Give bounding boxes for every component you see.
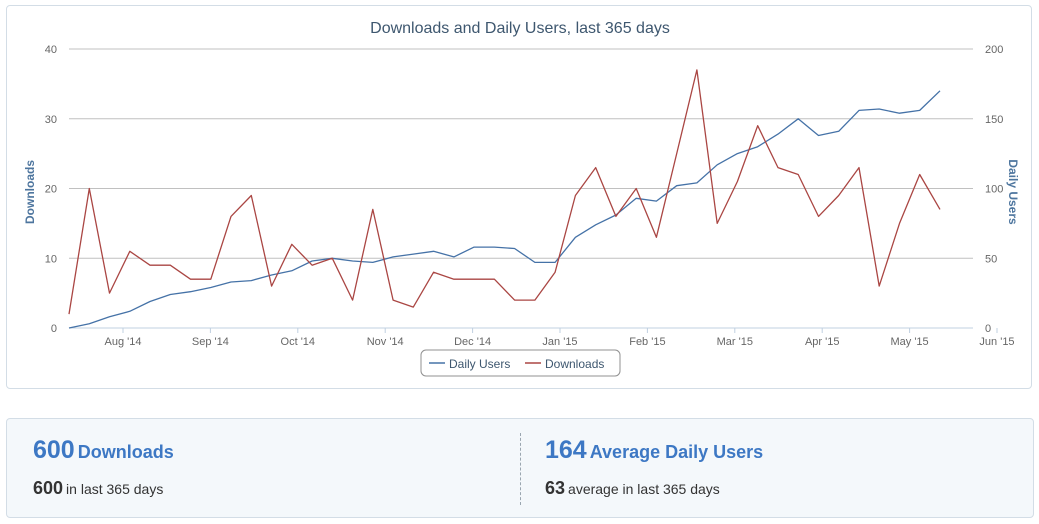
chart-title: Downloads and Daily Users, last 365 days (370, 20, 670, 37)
y-tick-label-left: 20 (45, 184, 57, 196)
daily-users-average-text: average in last 365 days (568, 481, 720, 497)
series-lines (68, 69, 941, 329)
daily-users-stat: 164 Average Daily Users 63 average in last… (545, 433, 763, 502)
y-tick-label-left: 10 (45, 253, 57, 265)
legend-item-daily-users[interactable]: Daily Users (429, 357, 510, 371)
y-tick-label-right: 0 (985, 323, 991, 335)
y-tick-label-right: 100 (985, 184, 1003, 196)
y-tick-label-right: 50 (985, 253, 997, 265)
stats-divider (520, 433, 521, 505)
daily-users-total: 164 (545, 436, 587, 464)
y-tick-labels: 0 0 10 50 20 100 30 150 40 200 (45, 44, 1004, 335)
downloads-total: 600 (33, 436, 75, 464)
y-tick-label-left: 30 (45, 114, 57, 126)
daily-users-average: 63 (545, 478, 566, 498)
y-tick-label-left: 40 (45, 44, 57, 56)
y-tick-label-left: 0 (51, 323, 57, 335)
legend-box (420, 349, 621, 377)
x-tick-labels: Aug '14 Sep '14 Oct '14 Nov '14 Dec '14 Jan '… (105, 328, 1015, 348)
chart-panel: Downloads and Daily Users, last 365 days… (6, 5, 1032, 389)
x-tick-label: Sep '14 (192, 336, 229, 348)
series-line-downloads[interactable] (68, 69, 941, 315)
stats-panel: 600 Downloads 600 in last 365 days 164 Aver… (6, 418, 1034, 518)
x-tick-label: Oct '14 (281, 336, 316, 348)
x-tick-label: Jun '15 (979, 336, 1014, 348)
legend[interactable]: Daily Users Downloads (420, 349, 621, 377)
x-tick-label: Feb '15 (629, 336, 665, 348)
x-tick-label: Mar '15 (717, 336, 753, 348)
x-tick-label: Apr '15 (805, 336, 840, 348)
downloads-label: Downloads (77, 442, 174, 462)
downloads-stat: 600 Downloads 600 in last 365 days (33, 433, 174, 502)
y-axis-right-title: Daily Users (1006, 159, 1020, 225)
y-tick-label-right: 200 (985, 44, 1003, 56)
y-axis-left-title: Downloads (23, 160, 37, 224)
legend-label-daily-users: Daily Users (449, 357, 510, 371)
legend-item-downloads[interactable]: Downloads (525, 357, 604, 371)
x-tick-label: May '15 (891, 336, 929, 348)
x-tick-label: Aug '14 (105, 336, 142, 348)
x-tick-label: Jan '15 (542, 336, 577, 348)
x-tick-label: Nov '14 (367, 336, 404, 348)
y-tick-label-right: 150 (985, 114, 1003, 126)
downloads-period-text: in last 365 days (66, 481, 164, 497)
x-tick-label: Dec '14 (454, 336, 491, 348)
legend-label-downloads: Downloads (545, 357, 604, 371)
series-line-daily-users[interactable] (68, 90, 941, 329)
downloads-period-count: 600 (33, 478, 64, 498)
daily-users-label: Average Daily Users (589, 442, 764, 462)
line-chart: Downloads and Daily Users, last 365 days… (23, 20, 1020, 377)
grid-lines (69, 48, 973, 329)
